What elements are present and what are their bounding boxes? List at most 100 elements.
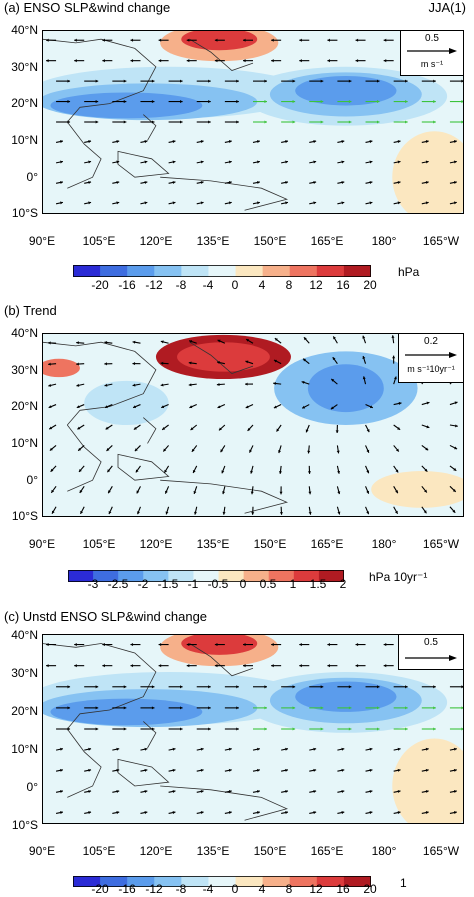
wind-vector-head xyxy=(320,79,324,83)
map-plot xyxy=(42,634,464,824)
lat-label: 20°N xyxy=(11,399,38,413)
wind-vector-head xyxy=(327,59,330,63)
lat-label: 30°N xyxy=(11,666,38,680)
wind-vector-head xyxy=(107,469,111,473)
map-field-contour xyxy=(295,76,397,106)
wind-vector-head xyxy=(348,79,352,83)
wind-vector-head xyxy=(106,448,110,451)
wind-vector-head xyxy=(158,38,162,42)
wind-vector-head xyxy=(208,79,211,83)
wind-vector-head xyxy=(292,727,296,731)
wind-vector-head xyxy=(285,789,288,793)
wind-vector-head xyxy=(95,706,99,710)
colorbar-swatch xyxy=(68,570,94,582)
wind-vector-head xyxy=(172,180,176,184)
wind-vector-head xyxy=(369,811,373,815)
colorbar-tick: 0 xyxy=(231,882,239,896)
colorbar-swatch xyxy=(289,876,318,887)
coastline xyxy=(189,643,254,677)
wind-vector-head xyxy=(341,180,345,184)
lon-label: 165°E xyxy=(310,234,344,248)
wind-vector-head xyxy=(330,406,334,410)
wind-vector-head xyxy=(276,428,280,432)
panel-title: (b) Trend xyxy=(4,303,57,318)
wind-vector-head xyxy=(331,378,335,382)
wind-vector-head xyxy=(222,511,226,515)
colorbar-swatch xyxy=(100,876,128,887)
wind-vector-head xyxy=(163,448,167,452)
wind-vector-head xyxy=(393,376,397,380)
wind-vector-head xyxy=(200,768,204,772)
wind-vector-head xyxy=(348,100,352,104)
wind-vector-head xyxy=(336,450,340,454)
colorbar-tick: 12 xyxy=(309,882,323,896)
wind-vector-head xyxy=(397,789,401,793)
wind-vector-head xyxy=(257,201,260,205)
colorbar-swatch xyxy=(118,570,144,582)
wind-vector-head xyxy=(302,405,306,409)
wind-vector-head xyxy=(151,100,155,104)
lat-label: 10°S xyxy=(11,509,38,523)
wind-vector-head xyxy=(313,789,317,793)
lat-label: 10°N xyxy=(11,742,38,756)
wind-vector-head xyxy=(130,643,134,647)
wind-vector-head xyxy=(362,376,366,380)
wind-vector-head xyxy=(158,664,162,668)
coastline xyxy=(42,38,157,123)
wind-vector-head xyxy=(383,643,387,647)
wind-vector-head xyxy=(383,664,387,668)
colorbar-tick: 8 xyxy=(285,278,293,292)
wind-vector-head xyxy=(217,361,220,365)
wind-vector-head xyxy=(461,706,464,710)
colorbar-tick: 0 xyxy=(231,278,239,292)
map-field-contour xyxy=(392,738,464,824)
wind-vector-head xyxy=(332,357,336,361)
wind-vector-head xyxy=(78,447,82,451)
lon-label: 120°E xyxy=(139,537,173,551)
wind-vector-head xyxy=(104,405,108,409)
wind-vector-head xyxy=(397,426,401,430)
wind-vector-head xyxy=(123,79,127,83)
panel-b: (b) Trend 0.2 m s⁻¹10yr⁻¹ 40°N 30°N 20°N… xyxy=(0,300,474,600)
wind-vector-head xyxy=(257,180,260,184)
wind-vector-head xyxy=(303,337,307,341)
lon-label: 165°E xyxy=(310,537,344,551)
wind-vector-head xyxy=(313,201,317,205)
wind-vector-head xyxy=(397,180,401,184)
coastline xyxy=(189,38,254,71)
wind-vector-head xyxy=(279,512,283,515)
wind-vector-head xyxy=(397,811,401,815)
wind-vector-head xyxy=(200,811,204,815)
wind-vector-head xyxy=(180,120,183,124)
lat-label: 10°N xyxy=(11,436,38,450)
wind-vector-head xyxy=(285,201,288,205)
lat-label: 0° xyxy=(26,473,38,487)
wind-vector-head xyxy=(243,643,246,647)
wind-vector-head xyxy=(313,160,317,164)
map-field-contour xyxy=(371,471,464,508)
wind-vector-head xyxy=(264,706,267,710)
wind-vector-head xyxy=(46,643,49,647)
wind-vector-head xyxy=(161,405,165,409)
wind-vector-head xyxy=(48,383,52,387)
wind-vector-head xyxy=(136,490,140,494)
wind-vector-head xyxy=(245,382,248,386)
lat-label: 30°N xyxy=(11,60,38,74)
wind-vector-head xyxy=(433,100,436,104)
wind-vector-head xyxy=(320,706,324,710)
wind-vector-head xyxy=(88,140,92,144)
lat-label: 0° xyxy=(26,170,38,184)
colorbar-swatch xyxy=(127,876,155,887)
wind-vector-head xyxy=(228,789,232,793)
lat-label: 40°N xyxy=(11,628,38,642)
wind-vector-head xyxy=(188,383,192,387)
wind-vector-head xyxy=(243,38,246,42)
wind-vector-head xyxy=(369,747,373,751)
wind-vector-head xyxy=(236,100,239,104)
wind-vector-head xyxy=(134,448,138,452)
wind-vector-head xyxy=(46,38,49,42)
lon-label: 180° xyxy=(371,234,397,248)
wind-vector-head xyxy=(341,747,345,751)
wind-vector-head xyxy=(192,470,196,474)
wind-vector-head xyxy=(305,429,309,433)
